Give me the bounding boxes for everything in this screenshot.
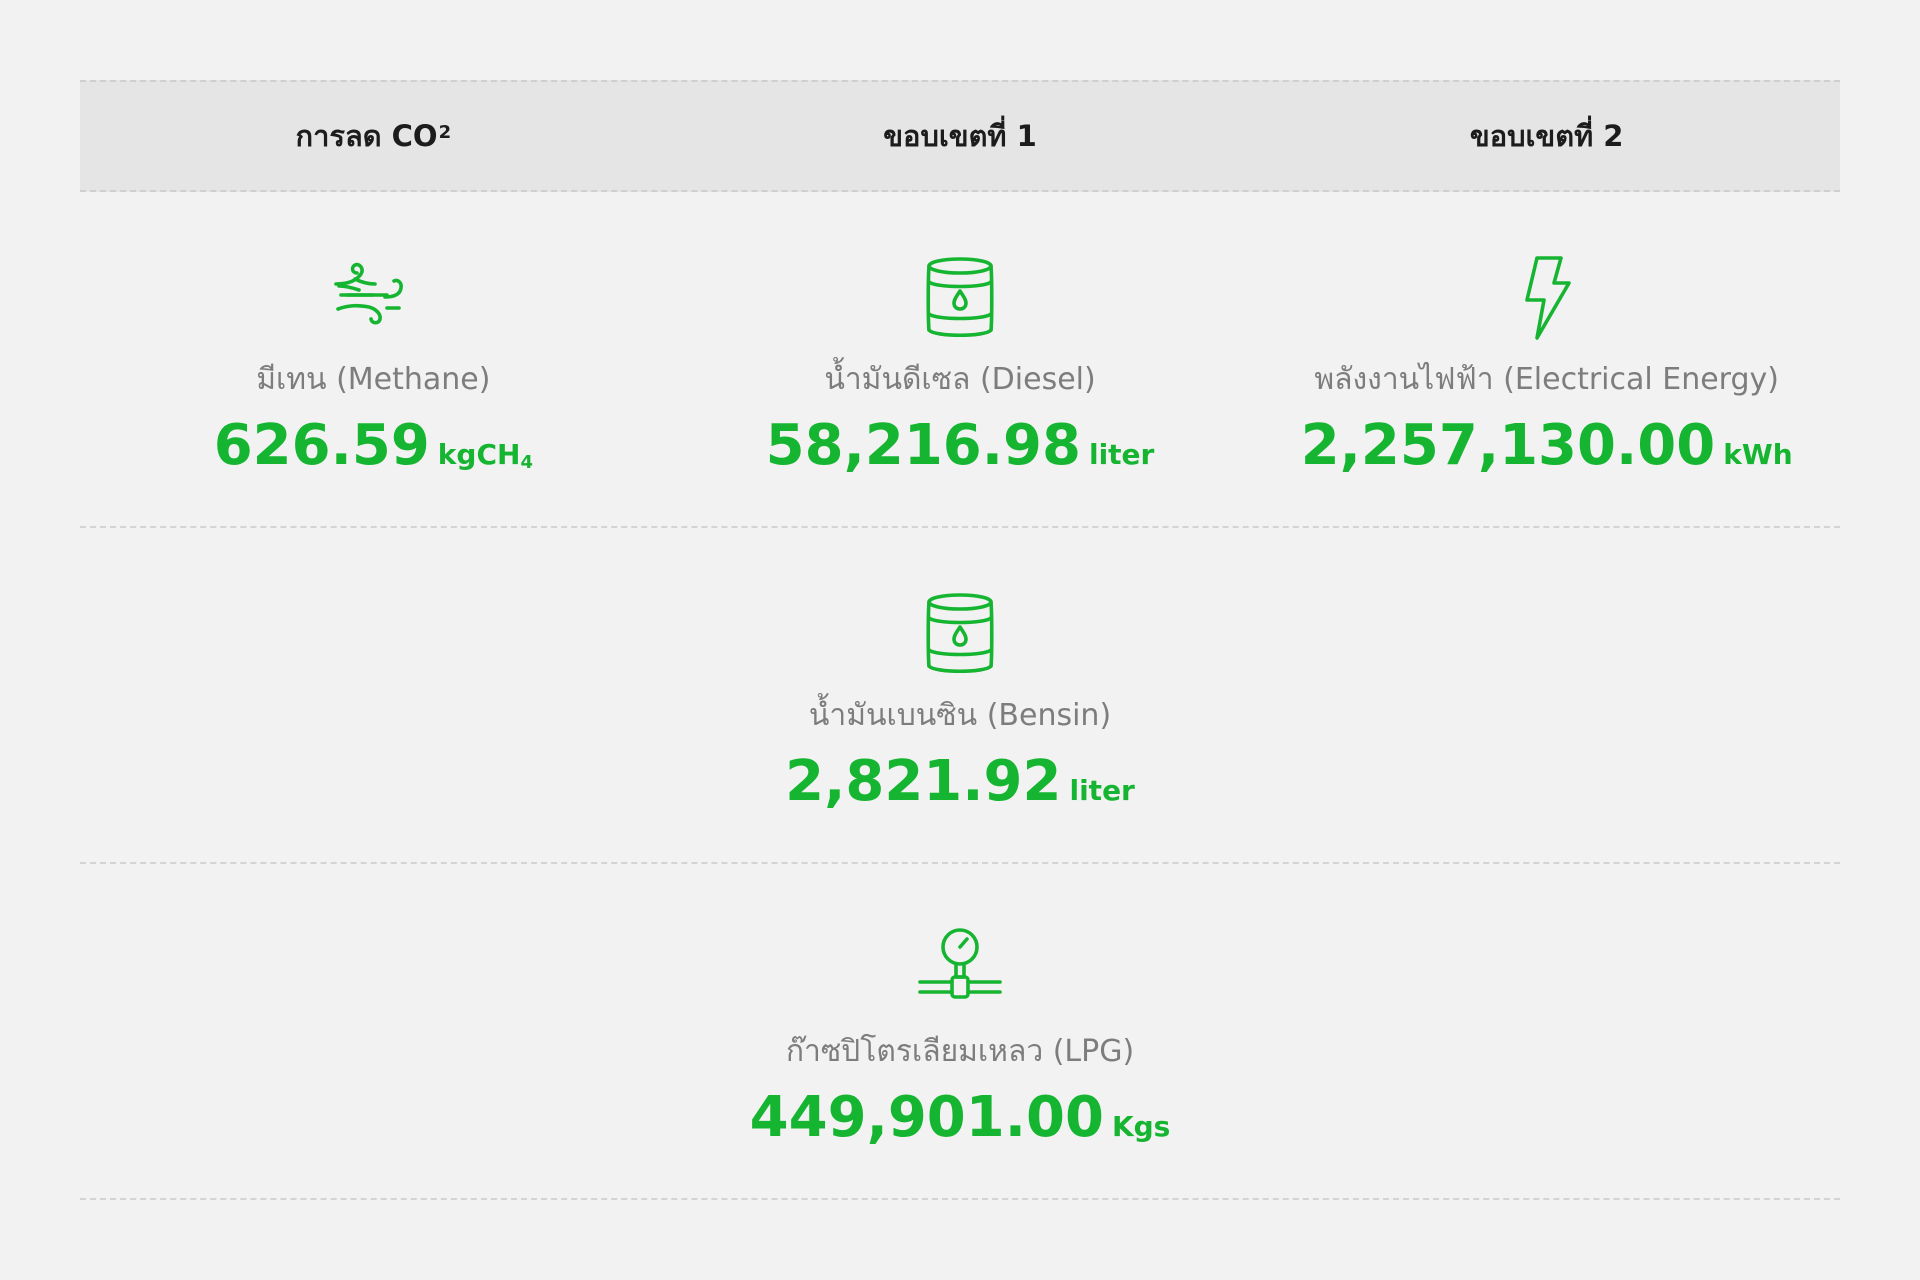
diesel-unit: liter: [1088, 438, 1155, 471]
bensin-value: 2,821.92: [785, 749, 1062, 814]
electric-value-line: 2,257,130.00 kWh: [1301, 414, 1793, 491]
lpg-value: 449,901.00: [749, 1085, 1104, 1150]
emissions-table: การลด CO 2 ขอบเขตที่ 1 ขอบเขตที่ 2 มีเทน …: [80, 80, 1840, 1200]
lpg-unit: Kgs: [1111, 1110, 1171, 1143]
bensin-value-line: 2,821.92 liter: [785, 750, 1135, 827]
diesel-label: น้ำมันดีเซล (Diesel): [824, 362, 1096, 397]
diesel-value-line: 58,216.98 liter: [766, 414, 1155, 491]
diesel-value: 58,216.98: [765, 413, 1081, 478]
electric-label: พลังงานไฟฟ้า (Electrical Energy): [1314, 362, 1779, 397]
diesel-cell: น้ำมันดีเซล (Diesel) 58,216.98 liter: [667, 192, 1254, 526]
bensin-unit: liter: [1069, 774, 1135, 807]
table-row: มีเทน (Methane) 626.59 kgCH4 น้ำมันดีเซล …: [80, 192, 1840, 528]
oil-barrel-icon: [912, 586, 1008, 682]
bensin-label: น้ำมันเบนซิน (Bensin): [808, 698, 1112, 733]
table-header: การลด CO 2 ขอบเขตที่ 1 ขอบเขตที่ 2: [80, 80, 1840, 192]
bensin-cell: น้ำมันเบนซิน (Bensin) 2,821.92 liter: [667, 528, 1254, 862]
empty-cell: [80, 528, 667, 862]
header-scope-1: ขอบเขตที่ 1: [883, 119, 1037, 153]
header-co2-reduction: การลด CO 2: [80, 82, 667, 190]
methane-value-line: 626.59 kgCH4: [214, 414, 533, 495]
methane-value: 626.59: [213, 413, 430, 478]
oil-barrel-icon: [912, 250, 1008, 346]
methane-label: มีเทน (Methane): [256, 362, 491, 397]
methane-cell: มีเทน (Methane) 626.59 kgCH4: [80, 192, 667, 526]
header-co2-label: การลด CO: [295, 119, 438, 153]
methane-unit-subscript: 4: [520, 452, 533, 473]
table-row: ก๊าซปิโตรเลียมเหลว (LPG) 449,901.00 Kgs: [80, 864, 1840, 1200]
electric-unit: kWh: [1723, 438, 1793, 471]
header-co2-superscript: 2: [438, 121, 452, 143]
lightning-icon: [1499, 250, 1595, 346]
methane-unit: kgCH4: [437, 438, 533, 473]
header-scope-2: ขอบเขตที่ 2: [1469, 119, 1624, 153]
gas-pipe-gauge-icon: [912, 922, 1008, 1018]
empty-cell: [1253, 528, 1840, 862]
wind-icon: [325, 250, 421, 346]
lpg-value-line: 449,901.00 Kgs: [750, 1086, 1171, 1163]
methane-unit-text: kgCH: [437, 438, 521, 471]
electric-value: 2,257,130.00: [1300, 413, 1716, 478]
lpg-cell: ก๊าซปิโตรเลียมเหลว (LPG) 449,901.00 Kgs: [667, 864, 1254, 1198]
table-row: น้ำมันเบนซิน (Bensin) 2,821.92 liter: [80, 528, 1840, 864]
electric-cell: พลังงานไฟฟ้า (Electrical Energy) 2,257,1…: [1253, 192, 1840, 526]
empty-cell: [1253, 864, 1840, 1198]
lpg-label: ก๊าซปิโตรเลียมเหลว (LPG): [785, 1034, 1135, 1069]
empty-cell: [80, 864, 667, 1198]
